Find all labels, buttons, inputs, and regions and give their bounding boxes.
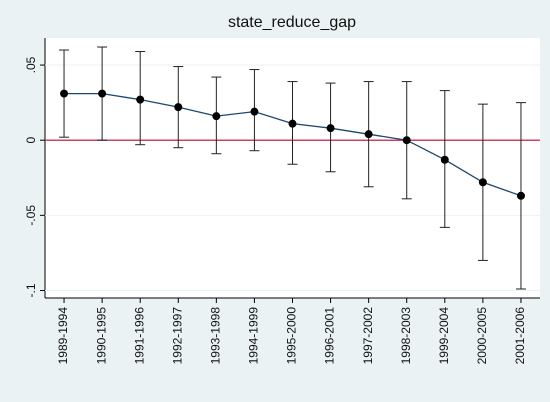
y-tick-label: 0	[24, 137, 38, 144]
y-tick-label: -.05	[24, 205, 38, 226]
point	[288, 119, 297, 128]
point	[212, 112, 221, 121]
point	[516, 191, 525, 200]
chart-title: state_reduce_gap	[228, 14, 356, 31]
point	[136, 95, 145, 104]
x-tick-label: 1999-2004	[437, 307, 451, 365]
x-tick-label: 1989-1994	[56, 307, 70, 365]
y-tick-label: -.1	[24, 283, 38, 297]
point	[478, 178, 487, 187]
x-tick-label: 1993-1998	[209, 307, 223, 365]
point	[60, 89, 69, 98]
x-tick-label: 1998-2003	[399, 307, 413, 365]
y-tick-label: .05	[24, 56, 38, 73]
point	[364, 130, 373, 139]
point	[402, 136, 411, 145]
x-tick-label: 2000-2005	[475, 307, 489, 365]
point	[250, 107, 259, 116]
plot-area	[45, 38, 540, 298]
point	[98, 89, 107, 98]
x-tick-label: 1995-2000	[285, 307, 299, 365]
x-tick-label: 2001-2006	[513, 307, 527, 365]
x-tick-label: 1994-1999	[247, 307, 261, 365]
point	[440, 155, 449, 164]
x-tick-label: 1990-1995	[94, 307, 108, 365]
x-tick-label: 1991-1996	[132, 307, 146, 365]
x-tick-label: 1992-1997	[170, 307, 184, 365]
point	[174, 103, 183, 112]
point	[326, 124, 335, 133]
x-tick-label: 1996-2001	[323, 307, 337, 365]
x-tick-label: 1997-2002	[361, 307, 375, 365]
